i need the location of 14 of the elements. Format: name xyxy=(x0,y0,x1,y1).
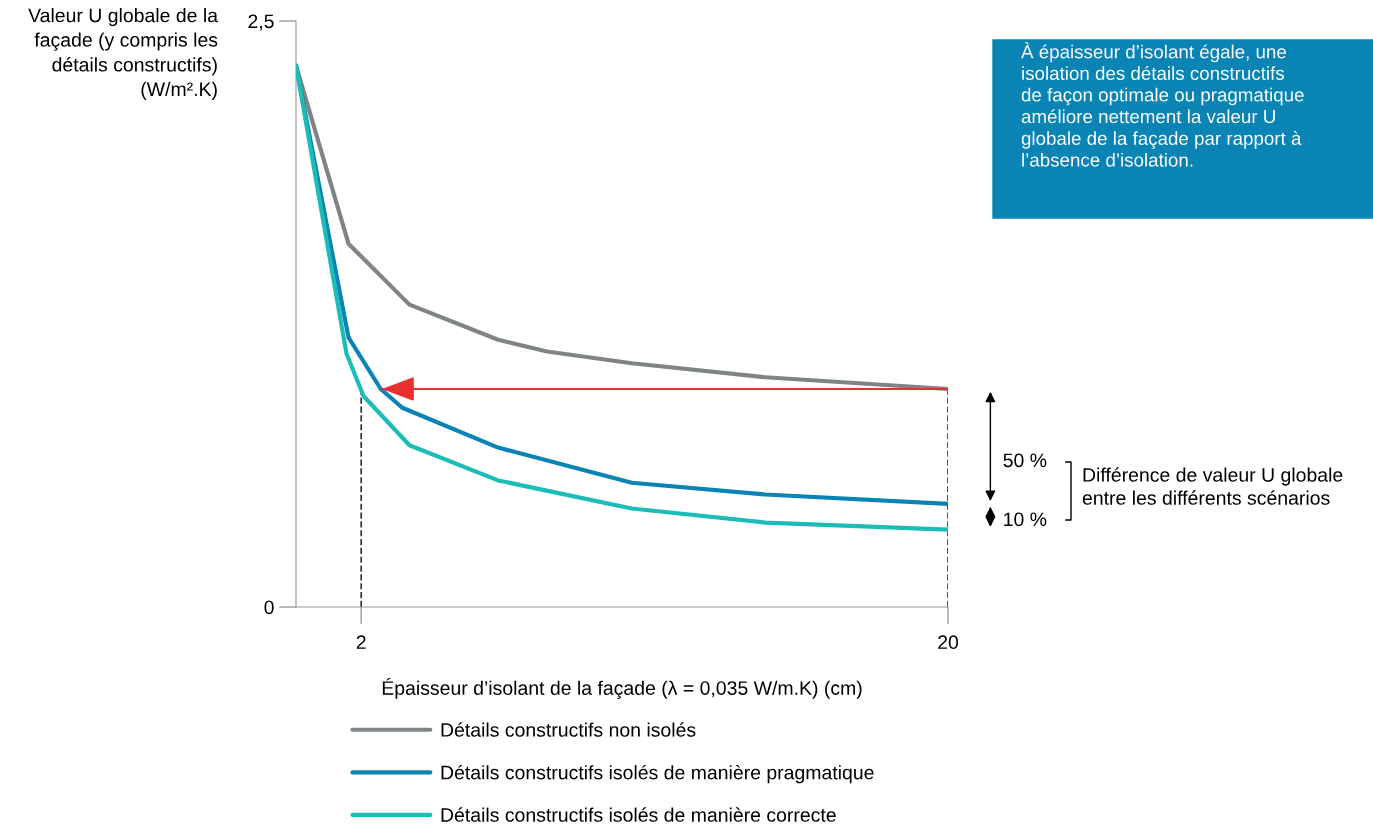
legend-label: Détails constructifs isolés de manière pragmatique xyxy=(441,764,874,784)
x-axis-title: Épaisseur d’isolant de la façade (λ = 0,035 W/m.K) (cm) xyxy=(382,677,862,699)
y-tick-label: 2,5 xyxy=(248,14,274,31)
text: Différence de valeur U globale entre les différents scénarios xyxy=(1082,467,1343,505)
text: 10 % xyxy=(1004,512,1047,527)
line-series xyxy=(296,63,948,392)
x-tick-label: 20 xyxy=(938,635,959,650)
y-tick-label: 0 xyxy=(264,600,274,615)
text: À épaisseur d’isolant égale, une isolation des détails constructifs de façon optimale ou pragmatique améliore nettement la valeur U globale de la façade par rapport à l’absence d’isolation. xyxy=(1021,42,1304,167)
y-axis-title: Valeur U globale de la façade (y compris les détails constructifs) (W/m².K) xyxy=(28,8,219,100)
legend-label: Détails constructifs isolés de manière correcte xyxy=(441,807,836,822)
legend-label: Détails constructifs non isolés xyxy=(441,722,696,737)
x-tick-label: 2 xyxy=(356,635,366,649)
text: 50 % xyxy=(1003,453,1047,468)
